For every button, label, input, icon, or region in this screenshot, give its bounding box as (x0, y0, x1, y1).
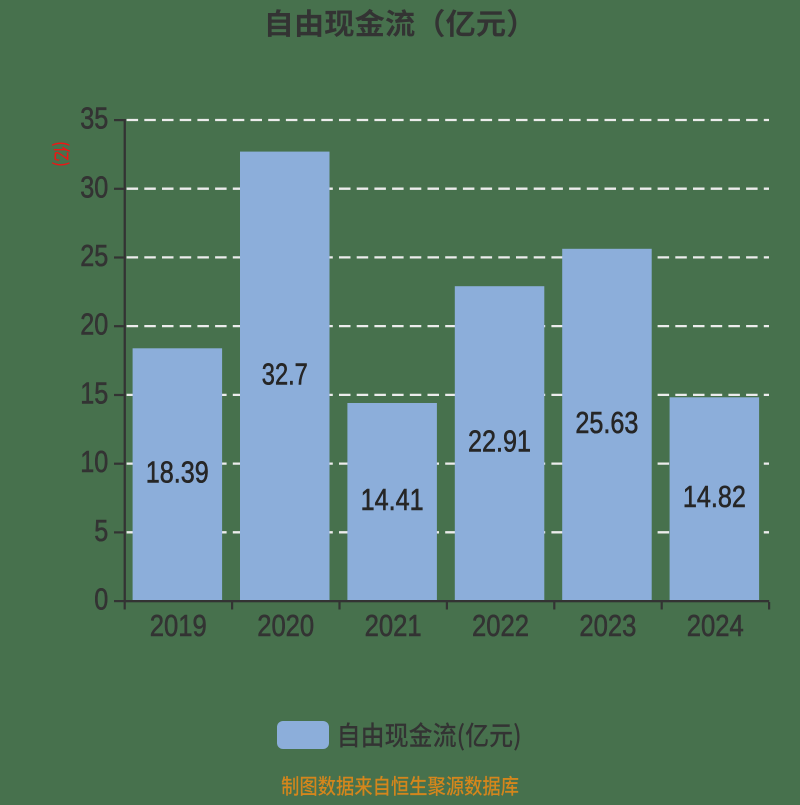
svg-text:14.82: 14.82 (683, 479, 746, 514)
svg-text:30: 30 (80, 169, 108, 204)
svg-text:2024: 2024 (687, 608, 744, 643)
svg-text:2020: 2020 (257, 608, 314, 643)
svg-text:2019: 2019 (150, 608, 207, 643)
svg-text:2022: 2022 (472, 608, 529, 643)
svg-text:14.41: 14.41 (361, 482, 424, 517)
svg-text:2021: 2021 (365, 608, 422, 643)
svg-text:0: 0 (94, 582, 108, 617)
svg-text:18.39: 18.39 (146, 455, 209, 490)
svg-text:5: 5 (94, 513, 108, 548)
svg-text:20: 20 (80, 307, 108, 342)
svg-text:2023: 2023 (579, 608, 636, 643)
svg-text:22.91: 22.91 (468, 424, 531, 459)
svg-text:35: 35 (80, 101, 108, 136)
svg-text:25: 25 (80, 238, 108, 273)
svg-text:10: 10 (80, 444, 108, 479)
svg-text:15: 15 (80, 376, 108, 411)
svg-text:25.63: 25.63 (575, 405, 638, 440)
svg-text:32.7: 32.7 (262, 356, 308, 391)
